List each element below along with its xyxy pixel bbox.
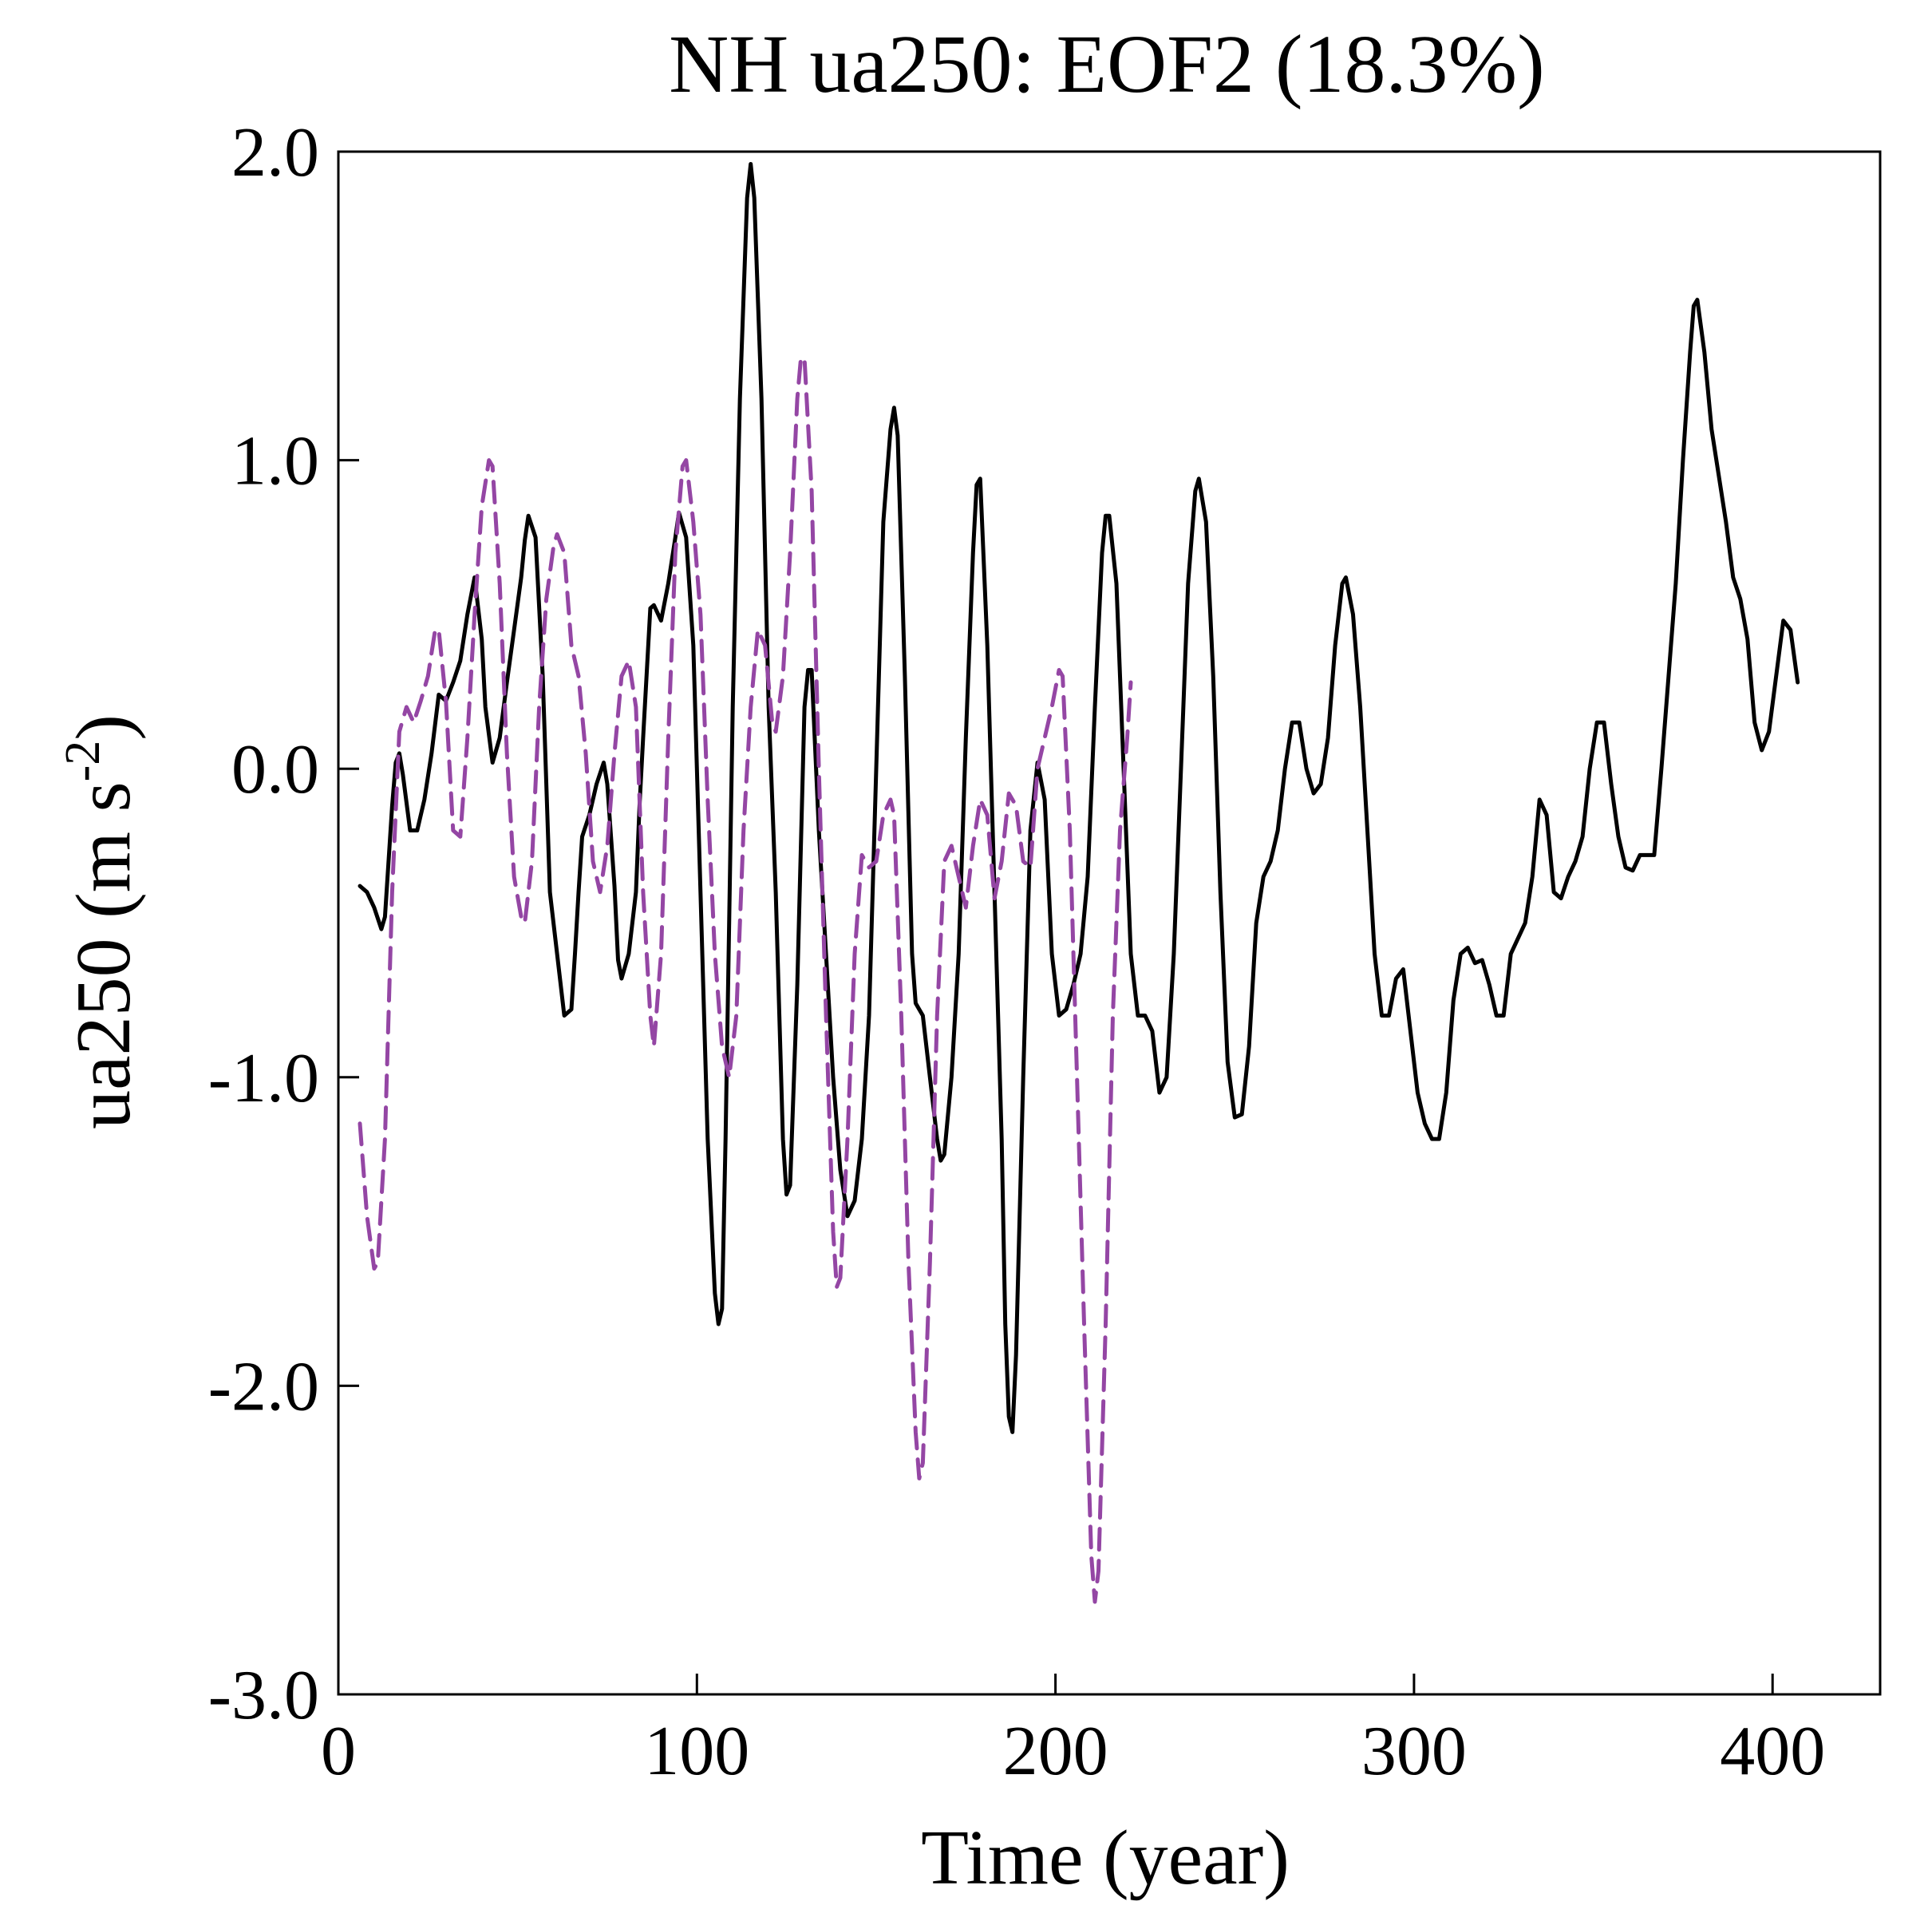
chart-title: NH ua250: EOF2 (18.3%) — [669, 18, 1545, 110]
y-axis-title: ua250 (m s-2) — [56, 714, 147, 1129]
y-tick-label: 2.0 — [231, 114, 319, 192]
y-tick-label: -3.0 — [208, 1657, 319, 1734]
y-tick-label: 0.0 — [231, 731, 319, 808]
y-tick-label: -2.0 — [208, 1348, 319, 1425]
x-tick-label: 100 — [644, 1713, 749, 1790]
x-tick-label: 0 — [321, 1713, 356, 1790]
series-line-dashed-purple — [358, 356, 1133, 1604]
x-tick-label: 300 — [1361, 1713, 1467, 1790]
y-axis-title-exponent: -2 — [56, 741, 110, 782]
y-axis-title-close: ) — [61, 714, 147, 741]
y-tick-label: -1.0 — [208, 1040, 319, 1117]
series-layer — [358, 162, 1800, 1604]
x-axis-title: Time (year) — [921, 1815, 1290, 1901]
x-tick-label: 200 — [1003, 1713, 1108, 1790]
plot-frame — [337, 150, 1882, 1696]
y-axis: -3.0 -2.0 -1.0 0.0 1.0 2.0 — [208, 114, 359, 1734]
x-axis: 0 100 200 300 400 — [321, 1674, 1825, 1790]
y-tick-label: 1.0 — [231, 423, 319, 500]
x-tick-label: 400 — [1720, 1713, 1825, 1790]
y-axis-title-main: ua250 (m s — [61, 781, 147, 1129]
